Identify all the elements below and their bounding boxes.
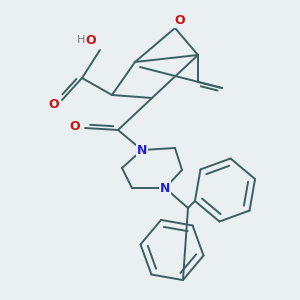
Text: N: N xyxy=(160,182,170,194)
Text: H: H xyxy=(76,35,85,45)
Text: O: O xyxy=(70,119,80,133)
Text: O: O xyxy=(85,34,96,46)
Text: O: O xyxy=(49,98,59,112)
Text: O: O xyxy=(175,14,185,26)
Text: N: N xyxy=(137,143,147,157)
